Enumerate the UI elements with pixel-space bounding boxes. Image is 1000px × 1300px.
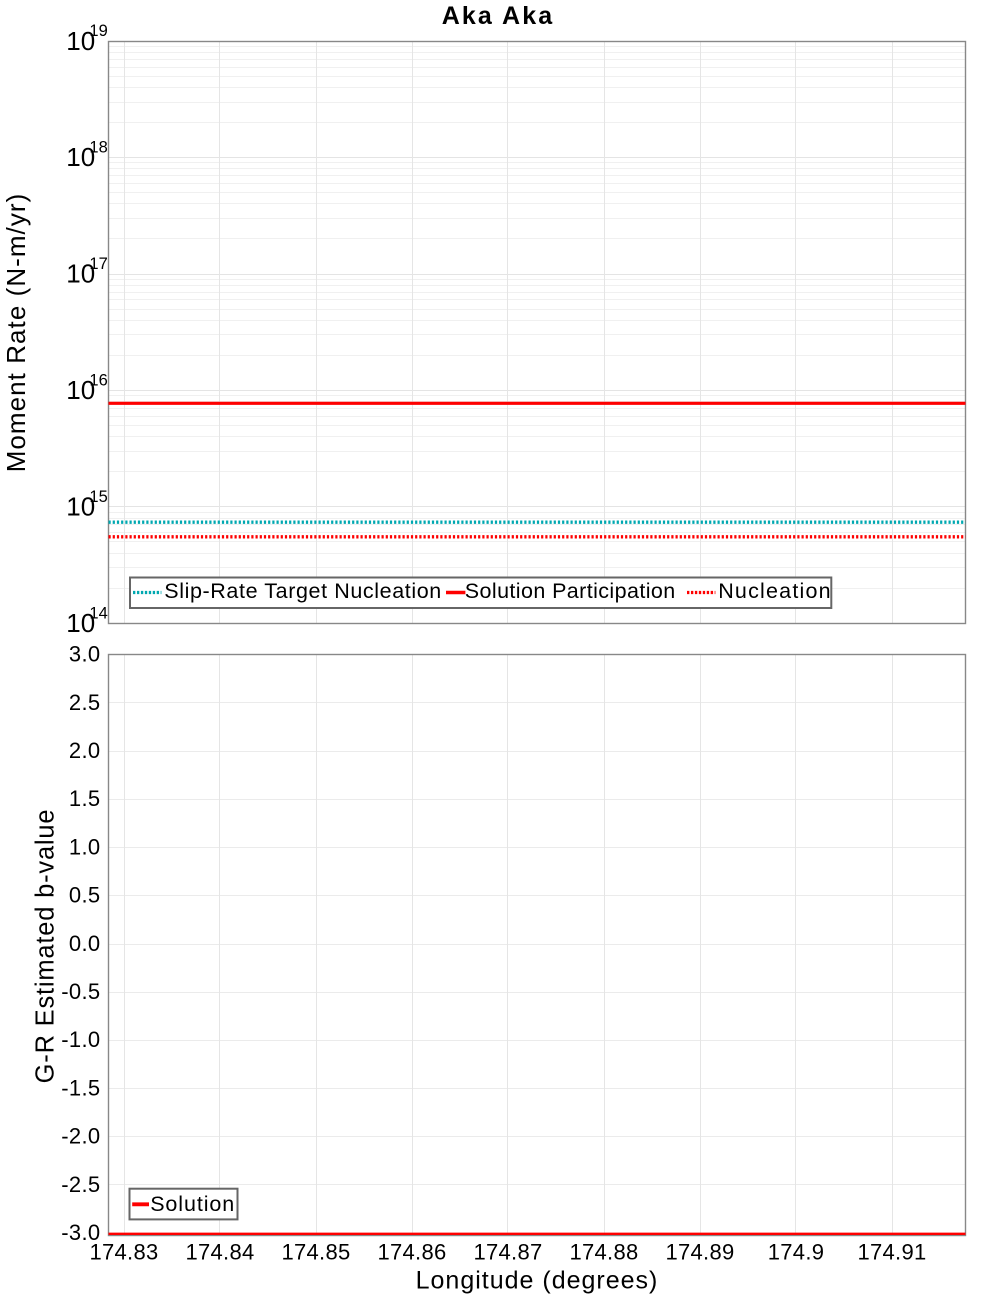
svg-text:18: 18	[89, 139, 107, 157]
svg-text:19: 19	[89, 22, 107, 40]
svg-text:10: 10	[66, 375, 95, 405]
svg-text:Slip-Rate Target Nucleation: Slip-Rate Target Nucleation	[164, 579, 442, 603]
svg-text:15: 15	[89, 488, 107, 506]
svg-text:174.85: 174.85	[281, 1240, 350, 1265]
svg-text:-2.5: -2.5	[61, 1172, 100, 1197]
svg-text:17: 17	[89, 255, 107, 273]
svg-text:-0.5: -0.5	[61, 979, 100, 1004]
svg-text:174.89: 174.89	[665, 1240, 734, 1265]
svg-text:Solution Participation: Solution Participation	[465, 579, 676, 603]
svg-text:2.0: 2.0	[69, 738, 100, 763]
svg-text:-1.5: -1.5	[61, 1075, 100, 1100]
svg-text:16: 16	[89, 372, 107, 390]
svg-text:Solution: Solution	[150, 1192, 235, 1216]
svg-text:174.87: 174.87	[473, 1240, 542, 1265]
svg-text:174.86: 174.86	[377, 1240, 446, 1265]
svg-text:14: 14	[89, 604, 107, 622]
svg-text:174.84: 174.84	[185, 1240, 254, 1265]
svg-text:1.5: 1.5	[69, 786, 100, 811]
svg-text:Moment Rate (N-m/yr): Moment Rate (N-m/yr)	[1, 193, 31, 473]
svg-text:10: 10	[66, 608, 95, 638]
svg-text:3.0: 3.0	[69, 642, 100, 667]
svg-text:2.5: 2.5	[69, 690, 100, 715]
svg-text:Longitude (degrees): Longitude (degrees)	[416, 1267, 659, 1295]
svg-text:10: 10	[66, 26, 95, 56]
svg-text:Nucleation: Nucleation	[718, 579, 832, 603]
svg-text:Aka Aka: Aka Aka	[442, 2, 554, 30]
svg-text:10: 10	[66, 142, 95, 172]
svg-text:-1.0: -1.0	[61, 1027, 100, 1052]
svg-text:174.91: 174.91	[857, 1240, 926, 1265]
svg-text:174.88: 174.88	[569, 1240, 638, 1265]
svg-text:0.0: 0.0	[69, 931, 100, 956]
svg-text:10: 10	[66, 492, 95, 522]
svg-text:G-R Estimated b-value: G-R Estimated b-value	[32, 809, 60, 1084]
svg-text:174.9: 174.9	[768, 1240, 825, 1265]
svg-text:10: 10	[66, 259, 95, 289]
svg-text:174.83: 174.83	[89, 1240, 158, 1265]
svg-text:-2.0: -2.0	[61, 1124, 100, 1149]
svg-text:-3.0: -3.0	[61, 1220, 100, 1245]
svg-text:1.0: 1.0	[69, 834, 100, 859]
svg-text:0.5: 0.5	[69, 883, 100, 908]
